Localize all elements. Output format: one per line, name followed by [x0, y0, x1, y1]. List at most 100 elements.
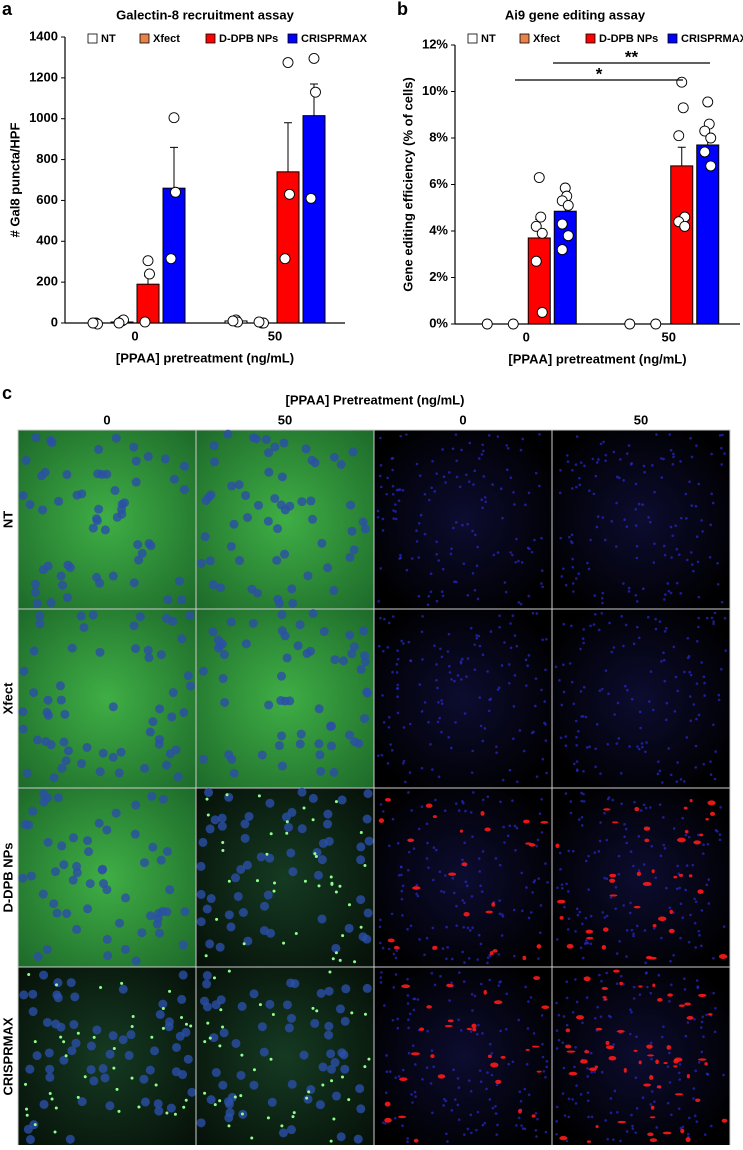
nucleus [109, 753, 118, 762]
nucleus [623, 823, 626, 826]
tdtomato-cell [638, 985, 642, 987]
nucleus [515, 538, 518, 541]
nucleus [694, 1070, 697, 1073]
nucleus [403, 726, 406, 729]
nucleus [689, 914, 692, 917]
nucleus [576, 1001, 579, 1004]
nucleus [566, 1140, 569, 1143]
nucleus [379, 926, 382, 929]
tdtomato-cell [603, 927, 609, 931]
nucleus [601, 1071, 604, 1074]
tdtomato-cell [394, 946, 399, 950]
nucleus [199, 667, 208, 676]
gal8-punctum [338, 885, 341, 888]
nucleus [538, 433, 541, 436]
nucleus [476, 546, 479, 549]
nucleus [505, 1028, 508, 1031]
nucleus [681, 916, 684, 919]
bar [671, 166, 693, 324]
nucleus [56, 1023, 65, 1032]
gal8-punctum [77, 1096, 80, 1099]
nucleus [488, 710, 491, 713]
nucleus [614, 1090, 617, 1093]
nucleus [698, 1061, 701, 1064]
nucleus [604, 916, 607, 919]
nucleus [596, 461, 599, 464]
nucleus [416, 463, 419, 466]
tdtomato-cell [603, 808, 610, 810]
x-tick-label: 0 [131, 328, 138, 343]
nucleus [488, 434, 491, 437]
nucleus [568, 536, 571, 539]
nucleus [527, 1027, 530, 1030]
nucleus [570, 624, 573, 627]
nucleus [208, 627, 217, 636]
nucleus [455, 581, 458, 584]
tdtomato-cell [690, 799, 693, 802]
data-point [166, 254, 176, 264]
nucleus [154, 1099, 163, 1108]
nucleus [385, 1091, 388, 1094]
nucleus [461, 658, 464, 661]
nucleus [638, 748, 641, 751]
nucleus [445, 1132, 448, 1135]
nucleus [541, 569, 544, 572]
tdtomato-cell [609, 1056, 617, 1061]
nucleus [533, 881, 536, 884]
nucleus [721, 434, 724, 437]
nucleus [660, 855, 663, 858]
nucleus [679, 1063, 682, 1066]
gal8-punctum [286, 820, 289, 823]
gal8-punctum [234, 1095, 237, 1098]
nucleus [433, 490, 436, 493]
nucleus [59, 1056, 68, 1065]
nucleus [31, 588, 40, 597]
nucleus [647, 616, 650, 619]
nucleus [572, 582, 575, 585]
nucleus [523, 750, 526, 753]
nucleus [544, 669, 547, 672]
nucleus [545, 638, 548, 641]
nucleus [450, 553, 453, 556]
nucleus [628, 587, 631, 590]
nucleus [610, 520, 613, 523]
nucleus [472, 483, 475, 486]
nucleus [99, 749, 108, 758]
nucleus [377, 516, 380, 519]
nucleus [22, 456, 31, 465]
nucleus [683, 780, 686, 783]
nucleus [616, 742, 619, 745]
y-tick-label: 2% [429, 269, 448, 284]
nucleus [618, 737, 621, 740]
gal8-punctum [335, 951, 338, 954]
nucleus [243, 513, 252, 522]
nucleus [326, 1049, 335, 1058]
tdtomato-cell [584, 976, 591, 981]
nucleus [724, 649, 727, 652]
error-bar [284, 123, 292, 172]
nucleus [647, 516, 650, 519]
nucleus [681, 817, 684, 820]
nucleus [720, 447, 723, 450]
nucleus [510, 476, 513, 479]
nucleus [33, 735, 42, 744]
gal8-punctum [218, 1099, 221, 1102]
tdtomato-cell [637, 872, 641, 876]
nucleus [401, 1124, 404, 1127]
nucleus [167, 1104, 176, 1113]
nucleus [454, 721, 457, 724]
nucleus [531, 732, 534, 735]
nucleus [612, 1138, 615, 1141]
gal8-punctum [54, 1131, 57, 1134]
nucleus [536, 1118, 539, 1121]
nucleus [566, 454, 569, 457]
nucleus [387, 762, 390, 765]
nucleus [708, 902, 711, 905]
nucleus [379, 919, 382, 922]
nucleus [644, 929, 647, 932]
nucleus [575, 744, 578, 747]
nucleus [558, 1039, 561, 1042]
nucleus [540, 798, 543, 801]
nucleus [498, 686, 501, 689]
gal8-punctum [332, 957, 335, 960]
